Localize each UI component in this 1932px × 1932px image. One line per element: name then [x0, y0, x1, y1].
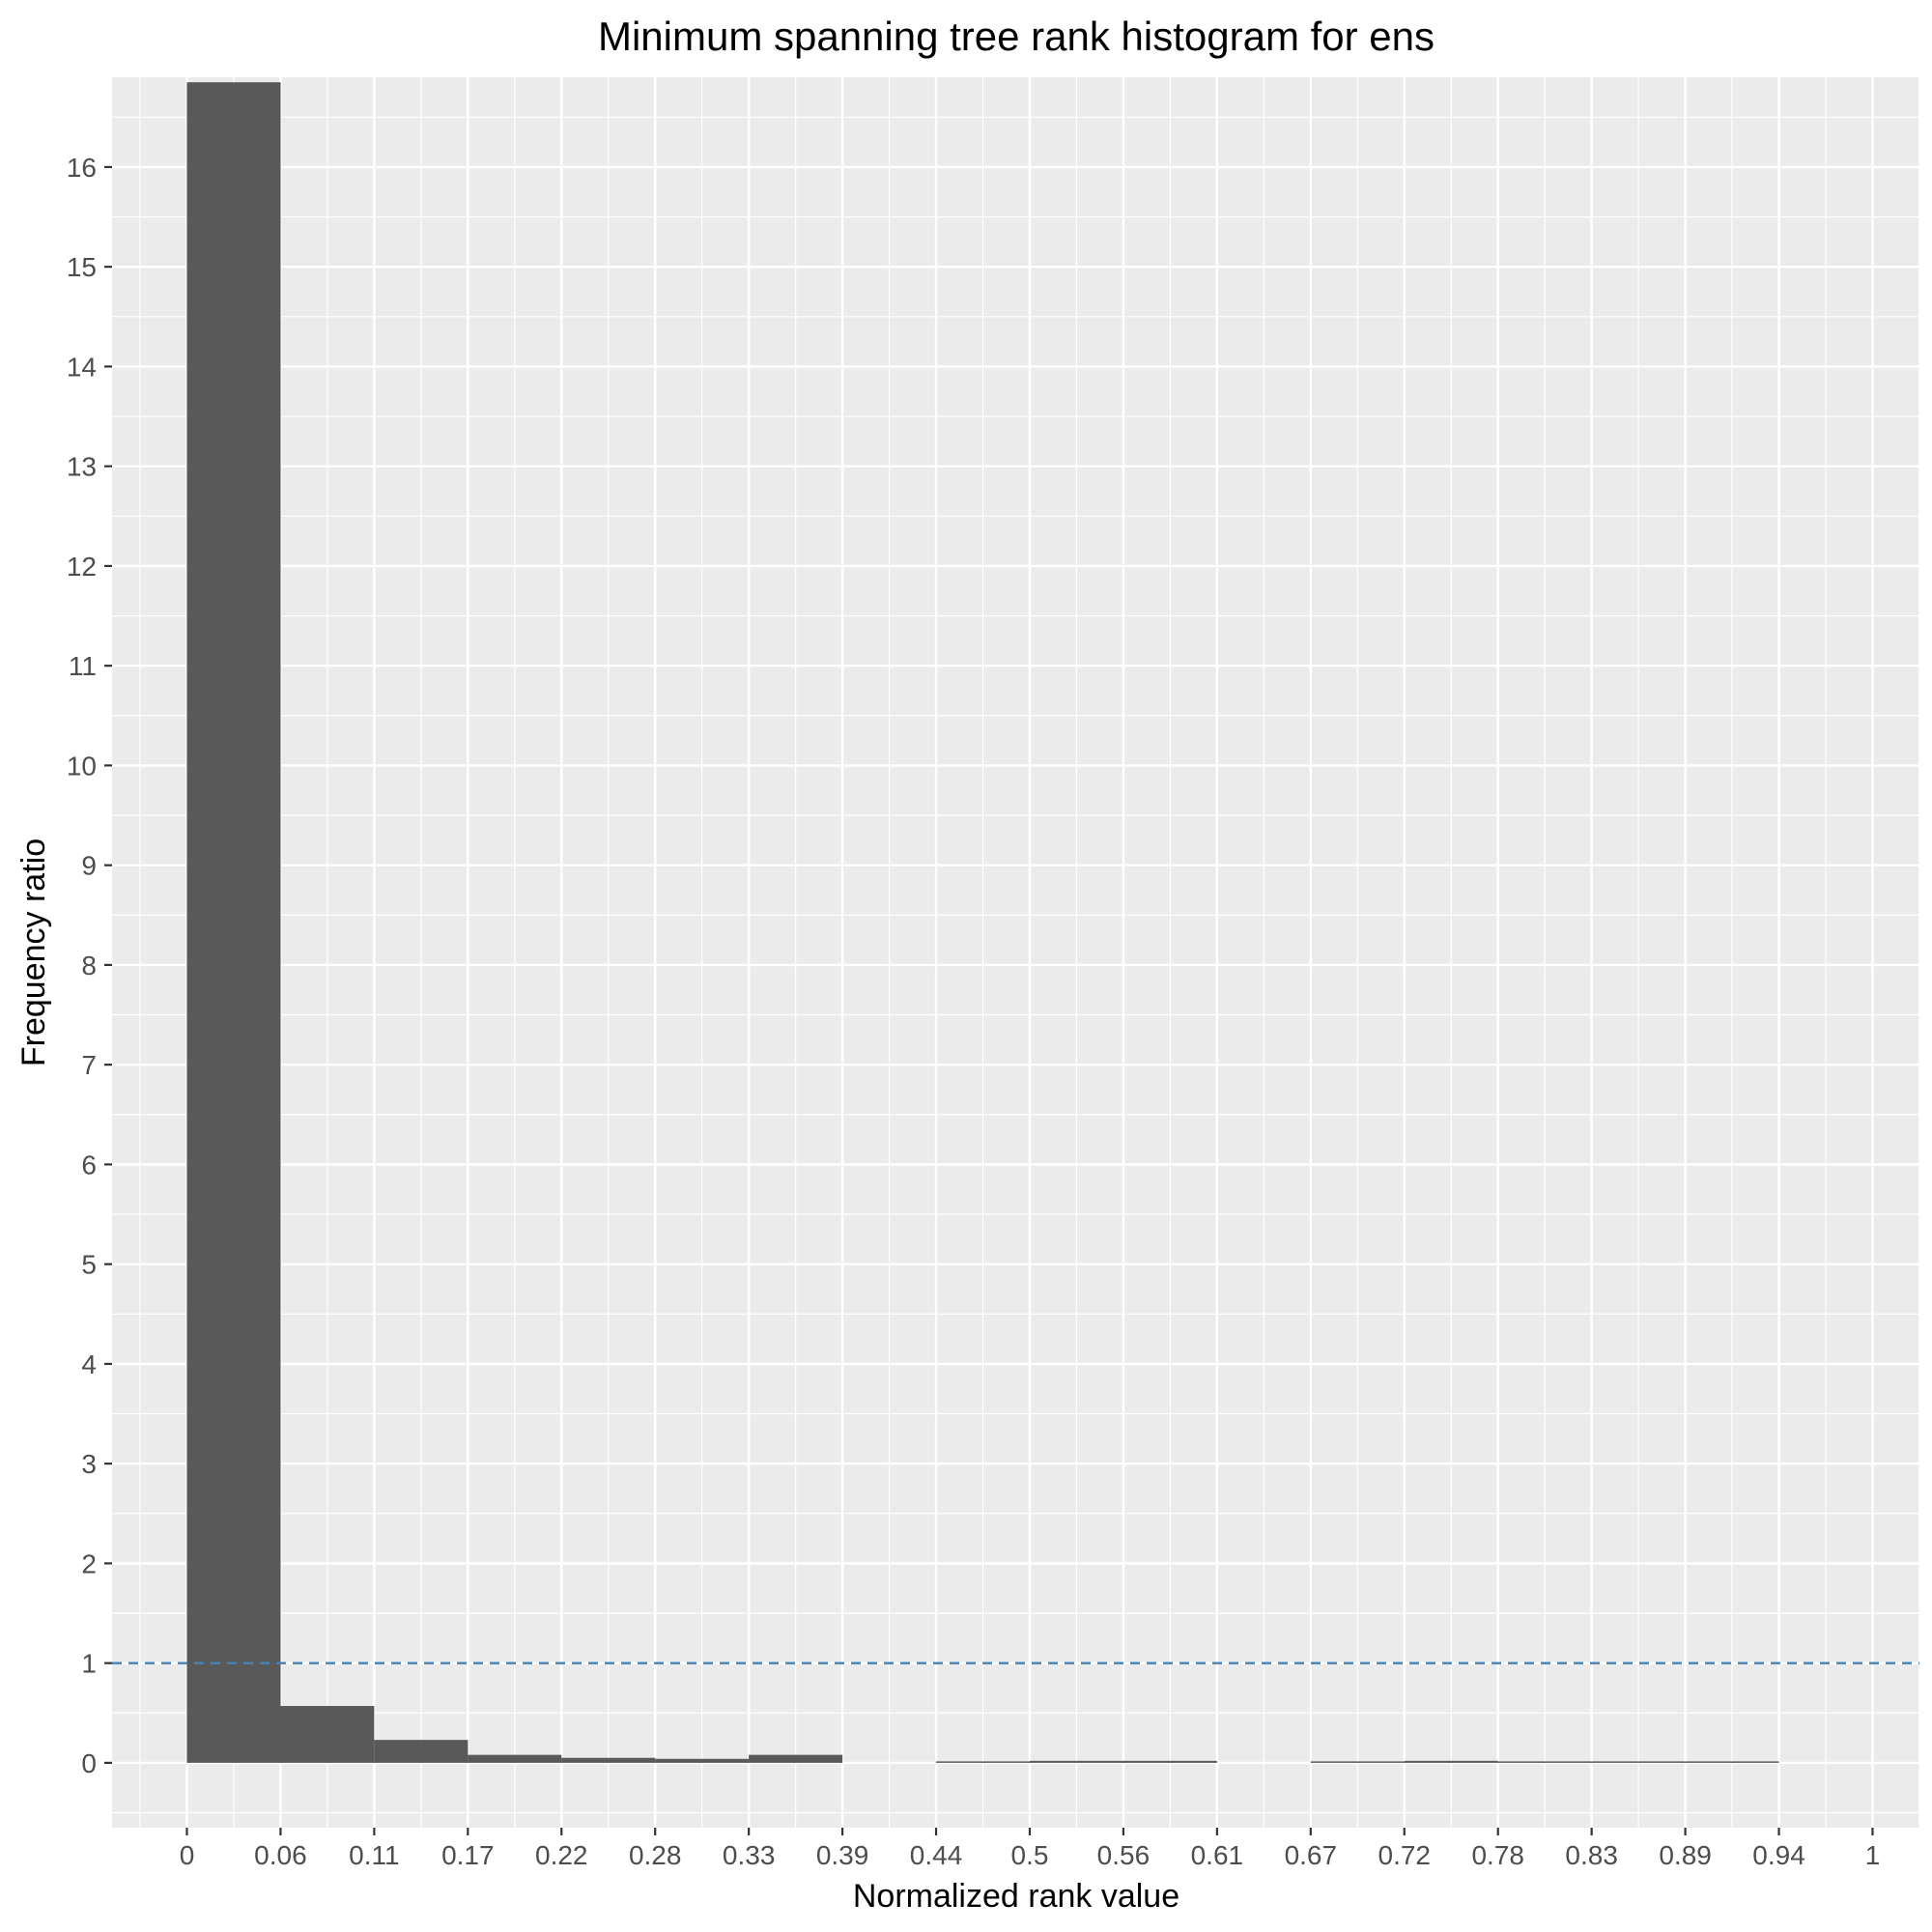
- histogram-bar: [655, 1758, 750, 1763]
- x-tick-label: 0.17: [441, 1840, 495, 1870]
- x-tick-label: 0.78: [1471, 1840, 1524, 1870]
- histogram-bar: [1685, 1761, 1779, 1763]
- y-tick-label: 8: [81, 951, 97, 980]
- histogram-bar: [749, 1754, 843, 1763]
- y-tick-label: 3: [81, 1449, 97, 1479]
- x-tick-label: 0.44: [910, 1840, 963, 1870]
- y-tick-label: 2: [81, 1548, 97, 1578]
- y-tick-label: 7: [81, 1050, 97, 1080]
- y-tick-label: 10: [67, 751, 97, 781]
- histogram-bar: [1404, 1760, 1498, 1763]
- histogram-bar: [1123, 1760, 1217, 1763]
- histogram-bar: [1497, 1761, 1592, 1763]
- y-tick-label: 13: [67, 452, 97, 482]
- histogram-bar: [468, 1754, 562, 1763]
- histogram-bars: [186, 82, 1779, 1763]
- x-tick-label: 1: [1865, 1840, 1881, 1870]
- y-tick-label: 1: [81, 1649, 97, 1679]
- plot-panel: [112, 77, 1919, 1828]
- y-tick-label: 9: [81, 851, 97, 881]
- x-tick-label: 0.22: [535, 1840, 588, 1870]
- chart-title: Minimum spanning tree rank histogram for…: [598, 14, 1435, 59]
- x-tick-label: 0.72: [1378, 1840, 1432, 1870]
- x-tick-label: 0.94: [1752, 1840, 1805, 1870]
- x-tick-label: 0.83: [1565, 1840, 1618, 1870]
- histogram-bar: [186, 82, 281, 1763]
- minor-gridlines: [112, 77, 1920, 1828]
- histogram-bar: [1029, 1760, 1124, 1763]
- x-axis: 0 0.06 0.11 0.17 0.22 0.28 0.33 0.39 0.44 0.5 0.56…: [180, 1828, 1881, 1870]
- y-tick-label: 0: [81, 1748, 97, 1778]
- y-tick-label: 12: [67, 552, 97, 582]
- x-tick-label: 0.39: [816, 1840, 869, 1870]
- histogram-bar: [1310, 1761, 1405, 1763]
- y-tick-label: 15: [67, 252, 97, 282]
- x-tick-label: 0.67: [1285, 1840, 1338, 1870]
- histogram-bar: [561, 1757, 656, 1763]
- x-tick-label: 0.11: [349, 1840, 399, 1870]
- y-tick-label: 11: [69, 651, 97, 681]
- histogram-bar: [374, 1740, 469, 1763]
- y-tick-label: 4: [81, 1350, 97, 1379]
- y-tick-label: 6: [81, 1150, 97, 1179]
- y-tick-label: 16: [67, 153, 97, 183]
- y-tick-label: 5: [81, 1250, 97, 1280]
- histogram-bar: [935, 1761, 1030, 1763]
- x-tick-label: 0.89: [1659, 1840, 1712, 1870]
- x-tick-label: 0.06: [254, 1840, 307, 1870]
- y-tick-label: 14: [67, 352, 97, 382]
- x-tick-label: 0.33: [723, 1840, 776, 1870]
- x-tick-label: 0.5: [1011, 1840, 1049, 1870]
- x-tick-label: 0: [180, 1840, 195, 1870]
- y-axis-title: Frequency ratio: [15, 838, 52, 1066]
- x-tick-label: 0.56: [1097, 1840, 1151, 1870]
- histogram-bar: [280, 1706, 375, 1763]
- x-tick-label: 0.61: [1191, 1840, 1244, 1870]
- x-tick-label: 0.28: [629, 1840, 682, 1870]
- x-axis-title: Normalized rank value: [853, 1878, 1179, 1915]
- histogram-bar: [1591, 1761, 1686, 1763]
